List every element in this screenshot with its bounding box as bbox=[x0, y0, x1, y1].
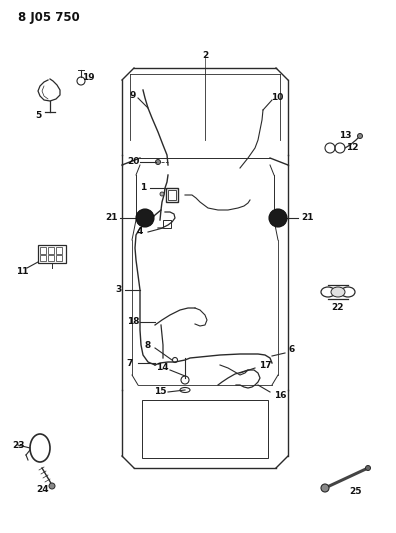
Bar bbox=[56, 247, 62, 254]
Circle shape bbox=[366, 465, 371, 471]
Bar bbox=[40, 255, 46, 261]
Bar bbox=[38, 245, 66, 263]
Text: 6: 6 bbox=[289, 345, 295, 354]
Text: 16: 16 bbox=[274, 392, 286, 400]
Text: 8 J05 750: 8 J05 750 bbox=[18, 11, 80, 23]
Text: 25: 25 bbox=[349, 488, 361, 497]
Text: 12: 12 bbox=[346, 143, 358, 152]
Bar bbox=[56, 255, 62, 261]
Text: 14: 14 bbox=[156, 362, 168, 372]
Bar bbox=[166, 188, 178, 202]
Text: 17: 17 bbox=[259, 360, 271, 369]
Circle shape bbox=[269, 209, 287, 227]
Bar bbox=[48, 247, 54, 254]
Text: 9: 9 bbox=[130, 91, 136, 100]
Text: 20: 20 bbox=[127, 157, 139, 166]
Bar bbox=[40, 247, 46, 254]
Bar bbox=[168, 190, 176, 200]
Text: 1: 1 bbox=[140, 183, 146, 192]
Circle shape bbox=[49, 483, 55, 489]
Ellipse shape bbox=[331, 287, 345, 297]
Text: 5: 5 bbox=[35, 111, 41, 120]
Text: 19: 19 bbox=[82, 74, 94, 83]
Text: 13: 13 bbox=[339, 132, 351, 141]
Text: 4: 4 bbox=[137, 228, 143, 237]
Text: 18: 18 bbox=[127, 318, 139, 327]
Bar bbox=[142, 400, 268, 458]
Circle shape bbox=[156, 159, 160, 165]
Text: 21: 21 bbox=[301, 214, 313, 222]
Bar bbox=[163, 220, 171, 228]
Text: 22: 22 bbox=[332, 303, 344, 312]
Circle shape bbox=[358, 133, 362, 139]
Text: 15: 15 bbox=[154, 387, 166, 397]
Text: 21: 21 bbox=[106, 214, 118, 222]
Text: 23: 23 bbox=[12, 440, 25, 449]
Text: 24: 24 bbox=[37, 486, 50, 495]
Circle shape bbox=[321, 484, 329, 492]
Text: 3: 3 bbox=[115, 286, 121, 295]
Circle shape bbox=[160, 192, 164, 196]
Text: 7: 7 bbox=[127, 359, 133, 367]
Text: 8: 8 bbox=[145, 341, 151, 350]
Circle shape bbox=[136, 209, 154, 227]
Text: 2: 2 bbox=[202, 52, 208, 61]
Text: 11: 11 bbox=[16, 268, 28, 277]
Bar bbox=[48, 255, 54, 261]
Text: 10: 10 bbox=[271, 93, 283, 101]
